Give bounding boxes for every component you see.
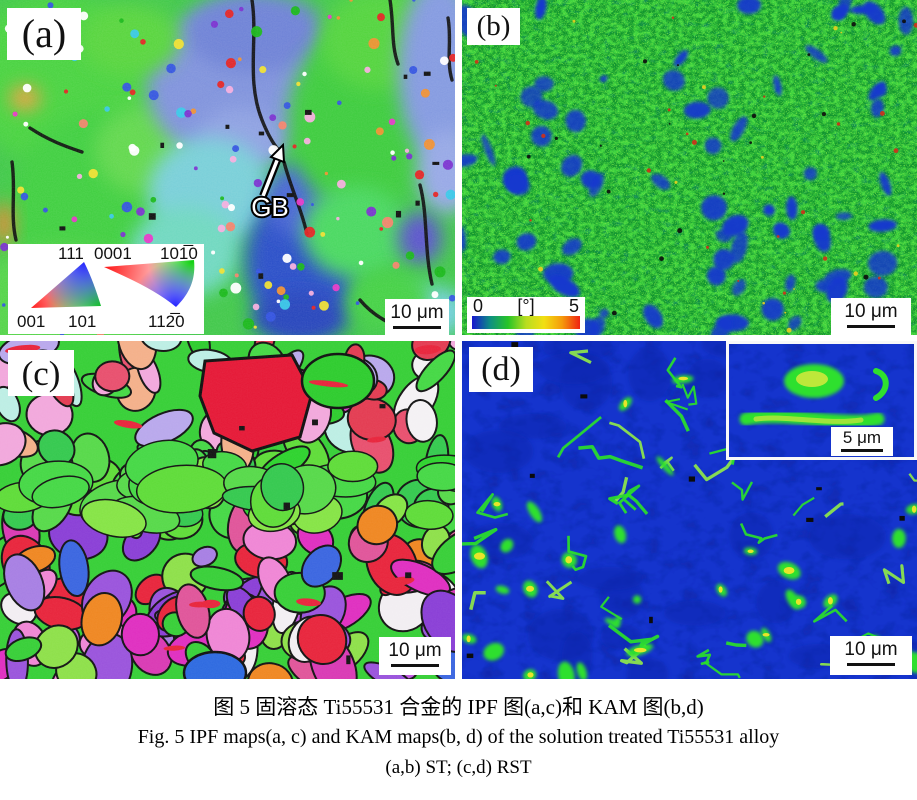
kam-gradient-bar [472, 316, 580, 329]
scale-bar-c-text: 10 μm [388, 640, 442, 661]
panel-b-micrograph [462, 0, 917, 335]
panel-d-label: (d) [469, 347, 533, 392]
kam-colorbar: 0 [°] 5 [467, 297, 585, 333]
scale-bar-d-text: 10 μm [844, 639, 898, 660]
scale-bar-d-line [847, 663, 895, 666]
figure-caption: 图 5 固溶态 Ti55531 合金的 IPF 图(a,c)和 KAM 图(b,… [0, 692, 917, 782]
ipf-label-101: 101 [68, 312, 97, 331]
gb-arrowhead [269, 142, 286, 164]
scale-bar-c: 10 μm [379, 637, 451, 675]
ipf-label-1120: 112̅0 [148, 312, 185, 331]
ipf-label-1010: 101̅0 [160, 244, 198, 263]
panel-b-kam-map: (b) 0 [°] 5 10 μm [462, 0, 917, 335]
scale-bar-a-text: 10 μm [390, 302, 444, 323]
scale-bar-b: 10 μm [831, 298, 911, 335]
scale-bar-b-line [847, 325, 895, 328]
inset-scale-bar: 5 μm [831, 427, 893, 456]
panel-c-ipf-map: (c) 10 μm [0, 341, 455, 679]
kam-min: 0 [473, 296, 484, 316]
panel-a-label: (a) [7, 8, 81, 60]
caption-conditions: (a,b) ST; (c,d) RST [385, 757, 532, 778]
ipf-label-001: 001 [17, 312, 46, 331]
ipf-label-111: 111 [58, 244, 84, 263]
scale-bar-a-line [393, 326, 441, 329]
caption-english: Fig. 5 IPF maps(a, c) and KAM maps(b, d)… [137, 726, 780, 748]
caption-chinese: 图 5 固溶态 Ti55531 合金的 IPF 图(a,c)和 KAM 图(b,… [213, 695, 704, 719]
kam-max: 5 [568, 296, 579, 316]
panel-a-ipf-map: GB (a) 111 0001 101̅0 [0, 0, 455, 335]
ipf-triangles [31, 260, 195, 308]
scale-bar-b-text: 10 μm [844, 301, 898, 322]
panel-d-kam-map: (d) 5 μm 10 μm [462, 341, 917, 679]
panel-c-label: (c) [8, 350, 74, 396]
gb-annotation: GB [249, 142, 291, 224]
gb-label: GB [251, 192, 289, 222]
scale-bar-a: 10 μm [385, 299, 449, 335]
kam-unit: [°] [517, 296, 535, 316]
gb-arrow [261, 157, 280, 197]
scale-bar-c-line [391, 664, 439, 667]
inset-scale-bar-line [841, 449, 883, 452]
inset-scale-bar-text: 5 μm [842, 428, 882, 447]
ipf-color-legend: 111 0001 101̅0 001 101 112̅0 [8, 244, 204, 334]
ipf-label-0001: 0001 [94, 244, 132, 263]
scale-bar-d: 10 μm [830, 636, 912, 675]
panel-b-label: (b) [467, 8, 520, 45]
panel-c-micrograph [0, 341, 455, 679]
